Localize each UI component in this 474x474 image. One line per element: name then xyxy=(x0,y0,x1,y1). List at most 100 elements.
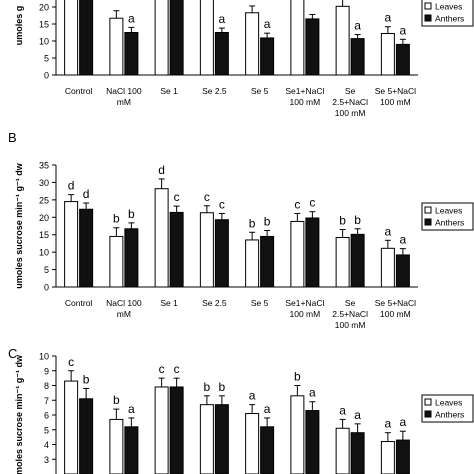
bar-c-leaves-6 xyxy=(335,427,350,474)
y-axis-title-a: umoles g xyxy=(14,6,24,46)
category-label-a: 100 mM xyxy=(335,108,366,118)
category-label-b: 100 mM xyxy=(290,309,321,319)
legend-label-anthers-c: Anthers xyxy=(435,410,464,420)
legend-swatch-anthers-c xyxy=(424,410,432,418)
bar-b-leaves-3 xyxy=(199,212,214,288)
category-label-b: Se 2.5 xyxy=(202,298,227,308)
category-label-a: 2.5+NaCl xyxy=(332,97,368,107)
bar-c-anthers-5 xyxy=(305,410,320,474)
category-label-b: Se 5 xyxy=(251,298,269,308)
legend-label-leaves-c: Leaves xyxy=(435,398,462,408)
legend-label-anthers-a: Anthers xyxy=(435,14,464,24)
significance-letter-c: b xyxy=(294,370,301,384)
y-axis-title-b: umoles sucrose min⁻¹ g⁻¹ dw xyxy=(14,162,24,289)
y-tick-label-a: 20 xyxy=(39,3,49,13)
category-label-b: Se 5+NaCl xyxy=(375,298,416,308)
bar-b-anthers-5 xyxy=(305,217,320,288)
significance-letter-a: a xyxy=(264,17,271,31)
legend-swatch-anthers-a xyxy=(424,14,432,22)
panel-label-b: B xyxy=(8,130,17,145)
category-label-a: 100 mM xyxy=(290,97,321,107)
y-tick-label-c: 6 xyxy=(44,411,49,421)
significance-letter-b: b xyxy=(264,215,271,229)
bar-a-anthers-7 xyxy=(395,43,410,76)
bar-c-anthers-1 xyxy=(124,426,139,474)
significance-letter-b: c xyxy=(204,190,210,204)
category-label-a: 100 mM xyxy=(380,97,411,107)
significance-letter-b: a xyxy=(400,233,407,247)
bar-b-leaves-6 xyxy=(335,237,350,288)
bar-b-leaves-2 xyxy=(154,188,169,288)
y-tick-label-b: 0 xyxy=(44,283,49,293)
bar-a-anthers-3 xyxy=(214,32,229,76)
significance-letter-b: b xyxy=(354,213,361,227)
bar-a-leaves-3 xyxy=(199,0,214,76)
bar-a-leaves-2 xyxy=(154,0,169,76)
category-label-b: Se1+NaCl xyxy=(285,298,324,308)
bar-a-anthers-2 xyxy=(169,0,184,76)
significance-letter-b: c xyxy=(219,197,225,211)
significance-letter-b: d xyxy=(158,163,165,177)
category-label-a: NaCl 100 xyxy=(106,86,142,96)
y-tick-label-c: 5 xyxy=(44,425,49,435)
significance-letter-c: b xyxy=(113,393,120,407)
bar-c-anthers-6 xyxy=(350,432,365,474)
bar-b-anthers-6 xyxy=(350,233,365,288)
legend-swatch-anthers-b xyxy=(424,218,432,226)
bar-b-leaves-1 xyxy=(109,235,124,288)
bar-a-leaves-1 xyxy=(109,17,124,76)
y-tick-label-c: 3 xyxy=(44,455,49,465)
y-tick-label-a: 0 xyxy=(44,71,49,81)
significance-letter-b: d xyxy=(83,187,90,201)
category-label-a: Se 1 xyxy=(160,86,178,96)
bar-c-anthers-4 xyxy=(260,426,275,474)
bar-b-anthers-7 xyxy=(395,254,410,288)
significance-letter-b: d xyxy=(68,179,75,193)
significance-letter-b: b xyxy=(249,216,256,230)
category-label-a: Se1+NaCl xyxy=(285,86,324,96)
bar-b-leaves-5 xyxy=(290,220,305,288)
significance-letter-c: a xyxy=(385,417,392,431)
bar-c-leaves-7 xyxy=(380,441,395,474)
bar-b-leaves-7 xyxy=(380,247,395,288)
bar-a-anthers-6 xyxy=(350,38,365,76)
y-tick-label-c: 7 xyxy=(44,396,49,406)
bar-b-anthers-0 xyxy=(79,208,94,288)
bar-b-anthers-1 xyxy=(124,228,139,288)
significance-letter-c: b xyxy=(219,380,226,394)
category-label-a: Control xyxy=(65,86,93,96)
bar-a-leaves-0 xyxy=(64,0,79,76)
bar-a-anthers-5 xyxy=(305,18,320,76)
y-tick-label-a: 10 xyxy=(39,37,49,47)
y-tick-label-c: 10 xyxy=(39,352,49,362)
significance-letter-b: a xyxy=(385,224,392,238)
significance-letter-c: c xyxy=(68,355,74,369)
bar-c-anthers-3 xyxy=(214,404,229,474)
y-tick-label-b: 25 xyxy=(39,195,49,205)
legend-label-leaves-a: Leaves xyxy=(435,2,462,12)
significance-letter-a: a xyxy=(385,11,392,25)
significance-letter-c: a xyxy=(400,415,407,429)
significance-letter-b: c xyxy=(309,196,315,210)
y-tick-label-b: 5 xyxy=(44,265,49,275)
category-label-b: mM xyxy=(117,309,131,319)
category-label-b: NaCl 100 xyxy=(106,298,142,308)
significance-letter-c: b xyxy=(204,380,211,394)
y-tick-label-b: 10 xyxy=(39,248,49,258)
y-tick-label-b: 35 xyxy=(39,161,49,171)
y-tick-label-a: 5 xyxy=(44,54,49,64)
bar-a-anthers-4 xyxy=(260,37,275,76)
category-label-b: Control xyxy=(65,298,93,308)
significance-letter-c: a xyxy=(249,389,256,403)
significance-letter-a: a xyxy=(128,11,135,25)
significance-letter-c: b xyxy=(83,372,90,386)
bar-c-leaves-1 xyxy=(109,418,124,474)
significance-letter-c: a xyxy=(354,408,361,422)
bar-a-anthers-0 xyxy=(79,0,94,76)
significance-letter-a: a xyxy=(219,12,226,26)
category-label-a: Se 2.5 xyxy=(202,86,227,96)
bar-c-leaves-3 xyxy=(199,404,214,474)
significance-letter-b: b xyxy=(128,207,135,221)
bar-c-leaves-5 xyxy=(290,395,305,474)
